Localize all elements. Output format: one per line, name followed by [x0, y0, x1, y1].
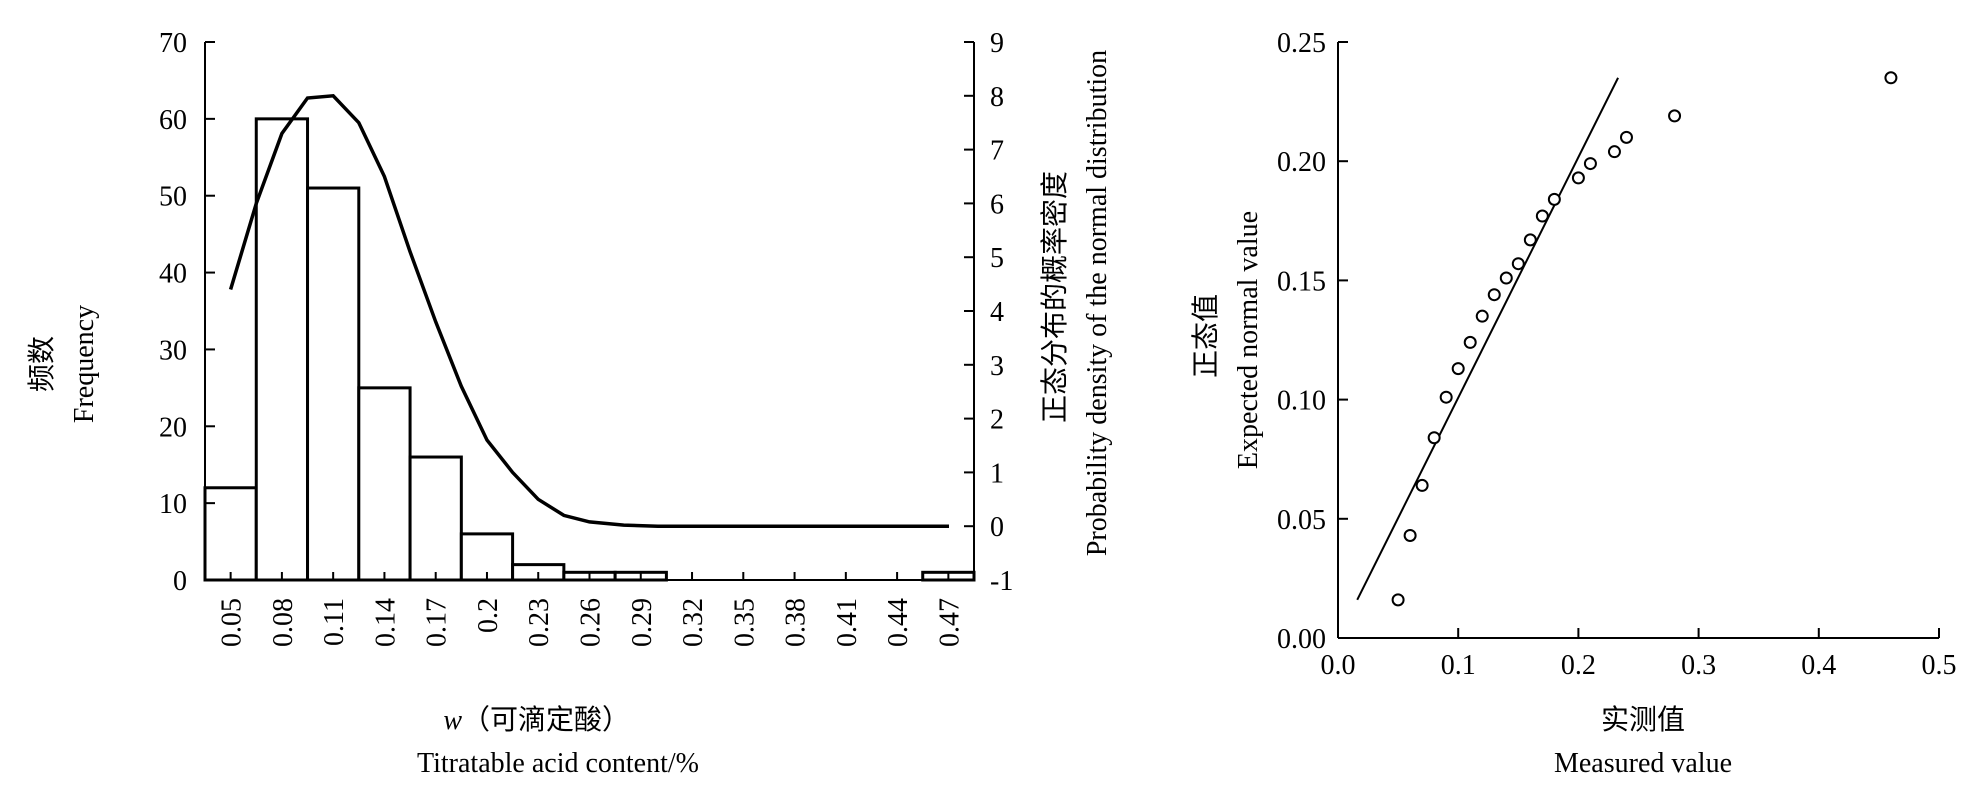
qq-data-point: [1415, 478, 1429, 492]
histogram-y-tick-label: 0: [173, 566, 187, 597]
histogram-x-tick-label: 0.29: [627, 598, 658, 647]
qq-data-point: [1451, 362, 1465, 376]
qq-y-label-en: Expected normal value: [1233, 211, 1264, 469]
qq-data-point: [1619, 130, 1633, 144]
histogram-y-tick-label: 70: [159, 28, 187, 59]
histogram-x-tick-label: 0.26: [576, 598, 607, 647]
histogram-bar: [203, 486, 258, 582]
normal-density-curve: [228, 93, 949, 528]
histogram-bar: [408, 455, 463, 582]
qq-data-point: [1535, 209, 1549, 223]
histogram-bar: [254, 117, 310, 582]
qq-plot-chart: 0.00 0.05 0.10 0.15 0.20 0.25 0.0 0.1 0.2 0.3 0.4…: [1190, 28, 1957, 779]
histogram-x-label-italic: w: [443, 705, 462, 736]
histogram-x-tick-label: 0.11: [319, 598, 350, 646]
histogram-y2-label-en: Probability density of the normal distri…: [1082, 50, 1113, 556]
qq-data-point: [1668, 109, 1682, 123]
qq-y-label-cn: 正态值: [1190, 294, 1222, 378]
qq-data-point: [1439, 390, 1453, 404]
histogram-x-tick-label: 0.41: [832, 598, 863, 647]
histogram-y2-label-cn: 正态分布的概率密度: [1039, 171, 1071, 423]
qq-y-tick-label: 0.25: [1277, 28, 1326, 59]
histogram-y-label-en: Frequency: [69, 305, 100, 423]
histogram-x-label-en: Titratable acid content/%: [417, 748, 699, 779]
histogram-x-tick-label: 0.08: [268, 598, 299, 647]
qq-y-tick-label: 0.10: [1277, 386, 1326, 417]
qq-data-point: [1475, 309, 1489, 323]
qq-y-tick-label: 0.00: [1277, 624, 1326, 655]
histogram-chart: 0 10 20 30 40 50 60 70 -1 0 1 2 3 4 5 6 7 8 9 0.05 0.08 0.1…: [26, 28, 1113, 779]
histogram-x-tick-label: 0.44: [883, 598, 914, 647]
histogram-x-tick-label: 0.2: [473, 598, 504, 633]
qq-data-point: [1499, 271, 1513, 285]
histogram-bar: [357, 386, 412, 582]
qq-data-point: [1607, 145, 1621, 159]
histogram-x-tick-label: 0.32: [678, 598, 709, 647]
histogram-y-label-cn: 频数: [26, 336, 58, 392]
qq-x-tick-label: 0.1: [1441, 650, 1476, 681]
histogram-y-tick-label: 20: [159, 412, 187, 443]
histogram-x-tick-label: 0.23: [524, 598, 555, 647]
histogram-y-tick-label: 40: [159, 259, 187, 290]
histogram-y2-tick-label: 6: [990, 189, 1004, 220]
histogram-y2-tick-label: 5: [990, 243, 1004, 274]
histogram-x-tick-label: 0.35: [729, 598, 760, 647]
histogram-y2-tick-label: 7: [990, 136, 1004, 167]
qq-data-point: [1487, 288, 1501, 302]
qq-data-point: [1391, 593, 1405, 607]
histogram-y2-tick-label: 3: [990, 351, 1004, 382]
qq-y-tick-label: 0.15: [1277, 266, 1326, 297]
qq-data-point: [1511, 257, 1525, 271]
histogram-x-label-cn: （可滴定酸）: [462, 704, 630, 736]
qq-x-tick-label: 0.3: [1681, 650, 1716, 681]
histogram-x-tick-label: 0.47: [934, 598, 965, 647]
histogram-y2-tick-label: 8: [990, 82, 1004, 113]
histogram-y2-tick-label: 2: [990, 405, 1004, 436]
histogram-x-tick-label: 0.17: [422, 598, 453, 647]
qq-y-tick-label: 0.20: [1277, 147, 1326, 178]
histogram-x-tick-label: 0.38: [781, 598, 812, 647]
qq-reference-line: [1356, 77, 1619, 601]
histogram-y2-tick-label: 0: [990, 512, 1004, 543]
qq-x-tick-label: 0.0: [1321, 650, 1356, 681]
histogram-y2-tick-label: 4: [990, 297, 1004, 328]
histogram-y2-tick-label: -1: [990, 566, 1013, 597]
qq-data-point: [1571, 171, 1585, 185]
qq-y-tick-label: 0.05: [1277, 505, 1326, 536]
qq-data-point: [1523, 233, 1537, 247]
qq-data-point: [1884, 71, 1898, 85]
histogram-y2-tick-label: 9: [990, 28, 1004, 59]
histogram-y-tick-label: 10: [159, 489, 187, 520]
histogram-y-tick-label: 60: [159, 105, 187, 136]
qq-x-tick-label: 0.2: [1561, 650, 1596, 681]
histogram-y-tick-label: 50: [159, 182, 187, 213]
qq-data-point: [1463, 335, 1477, 349]
qq-data-point: [1547, 192, 1561, 206]
qq-data-point: [1583, 157, 1597, 171]
histogram-y2-tick-label: 1: [990, 458, 1004, 489]
histogram-x-tick-label: 0.14: [370, 598, 401, 647]
qq-data-point: [1403, 528, 1417, 542]
qq-x-tick-label: 0.4: [1801, 650, 1836, 681]
histogram-x-tick-label: 0.05: [217, 598, 248, 647]
histogram-y-tick-label: 30: [159, 335, 187, 366]
qq-x-label-cn: 实测值: [1601, 704, 1685, 736]
qq-data-point: [1427, 431, 1441, 445]
qq-x-label-en: Measured value: [1554, 748, 1732, 779]
qq-x-tick-label: 0.5: [1922, 650, 1957, 681]
histogram-bar: [306, 186, 361, 582]
